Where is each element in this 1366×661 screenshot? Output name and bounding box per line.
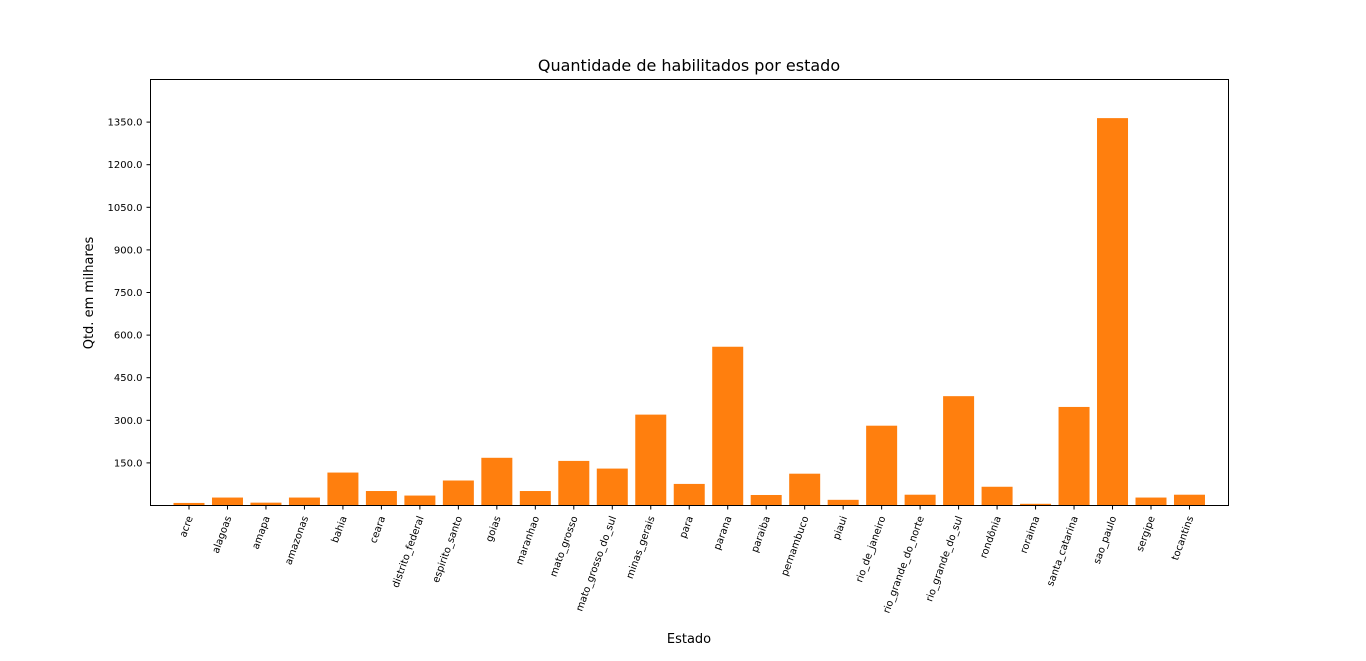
x-tick-label: rondônia [978,514,1004,560]
x-tick-label: tocantins [1170,515,1196,562]
bar-rio_de_janeiro [866,425,898,506]
bar-goias [481,457,513,506]
x-axis: acre alagoas amapa amazonas bahia ceara distri… [178,505,1196,615]
bar-para [673,483,705,506]
x-tick-label: rio_grande_do_norte [882,515,927,615]
bar-santa_catarina [1058,406,1090,506]
x-tick-label: distrito_federal [391,515,427,590]
bar-minas_gerais [635,414,667,506]
bar-rio_grande_do_sul [943,396,975,506]
x-tick-label: minas_gerais [625,515,658,581]
y-tick-label: 1050.0 [108,203,143,214]
y-tick-label: 1350.0 [108,118,143,129]
x-tick-label: parana [712,515,734,552]
bar-mato_grosso [558,460,590,506]
x-tick-label: bahia [330,515,350,545]
x-axis-label: Estado [667,632,711,647]
bar-alagoas [211,497,243,506]
x-tick-label: roraima [1019,515,1043,555]
bar-ceara [365,491,397,506]
chart-title: Quantidade de habilitados por estado [538,56,840,75]
x-tick-label: acre [178,515,196,539]
y-axis: 150.0 300.0 450.0 600.0 750.0 900.0 1050.0 1200… [108,118,151,469]
bar-mato_grosso_do_sul [596,468,628,506]
x-tick-label: maranhao [514,515,542,567]
x-tick-label: sao_paulo [1092,515,1119,566]
bar-distrito_federal [404,495,436,506]
x-tick-label: paraiba [750,515,773,554]
bar-rio_grande_do_norte [904,494,936,506]
bar-parana [712,346,744,506]
bar-paraiba [750,494,782,506]
bar-maranhao [519,491,551,506]
y-tick-label: 150.0 [114,458,143,469]
bar-sergipe [1135,497,1167,506]
y-tick-label: 1200.0 [108,160,143,171]
x-tick-label: goias [484,515,503,544]
bar-pernambuco [789,473,821,506]
x-tick-label: amazonas [283,515,311,567]
x-tick-label: piaui [831,515,850,542]
x-tick-label: sergipe [1135,515,1158,553]
bar-tocantins [1173,494,1205,506]
y-tick-label: 750.0 [114,288,143,299]
x-tick-label: santa_catarina [1045,515,1081,588]
y-axis-label: Qtd. em milhares [82,236,97,349]
x-tick-label: rio_de_janeiro [854,515,888,584]
x-tick-label: para [678,515,696,540]
y-tick-label: 900.0 [114,245,143,256]
x-tick-label: espirito_santo [431,515,465,585]
bar-roraima [1020,503,1052,506]
x-tick-label: rio_grande_do_sul [924,515,965,604]
y-tick-label: 600.0 [114,331,143,342]
bar-acre [173,502,205,506]
bar-espirito_santo [442,480,474,506]
y-tick-label: 300.0 [114,416,143,427]
bar-sao_paulo [1097,118,1129,506]
x-tick-label: ceara [368,515,388,545]
bar-piaui [827,499,859,506]
bars-group [173,118,1205,506]
bar-amapa [250,502,282,506]
bar-rondônia [981,486,1013,506]
plot-frame [150,79,1229,506]
x-tick-label: pernambuco [780,515,812,578]
y-tick-label: 450.0 [114,373,143,384]
bar-amazonas [288,497,320,506]
x-tick-label: mato_grosso_do_sul [574,515,619,613]
x-tick-label: amapa [251,515,273,551]
x-tick-label: alagoas [211,515,235,555]
bar-bahia [327,472,359,506]
x-tick-label: mato_grosso [548,515,580,579]
